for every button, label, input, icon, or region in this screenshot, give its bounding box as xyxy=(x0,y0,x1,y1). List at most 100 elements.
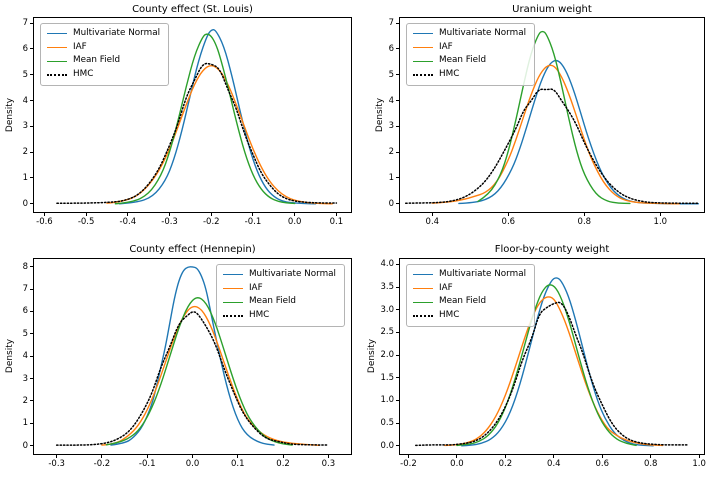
y-tick-label: 6 xyxy=(22,306,28,317)
y-tick-label: 5 xyxy=(388,69,394,80)
y-tick-label: 8 xyxy=(22,261,28,272)
y-tick-mark xyxy=(30,177,33,179)
y-tick-mark xyxy=(30,151,33,153)
y-tick-label: 6 xyxy=(388,43,394,54)
legend-entry: IAF xyxy=(222,282,336,296)
legend-entry: Multivariate Normal xyxy=(47,27,160,41)
y-tick-label: 3 xyxy=(388,121,394,132)
legend-line-sample xyxy=(413,73,433,76)
x-tick-mark xyxy=(659,213,661,216)
legend-label: IAF xyxy=(439,41,453,52)
y-tick-label: 1 xyxy=(22,172,28,183)
y-tick-label: 6 xyxy=(22,43,28,54)
y-tick-label: 1.5 xyxy=(380,372,394,383)
y-tick-label: 4.0 xyxy=(380,259,394,270)
x-tick-mark xyxy=(127,213,129,216)
legend-line-sample xyxy=(413,274,433,276)
y-tick-label: 2.0 xyxy=(380,350,394,361)
legend-line-sample xyxy=(222,314,243,317)
legend-label: HMC xyxy=(248,309,270,320)
subplot-title-county-effect-st-louis: County effect (St. Louis) xyxy=(132,4,253,15)
y-tick-mark xyxy=(396,151,399,153)
x-tick-mark xyxy=(335,213,337,216)
legend-label: HMC xyxy=(439,68,460,79)
y-tick-label: 3 xyxy=(22,373,28,384)
x-tick-label: -0.1 xyxy=(138,459,156,469)
legend-label: Mean Field xyxy=(248,296,297,307)
legend-label: Mean Field xyxy=(439,55,487,66)
legend: Multivariate Normal IAF Mean Field HMC xyxy=(406,264,536,327)
y-tick-label: 0 xyxy=(22,198,28,209)
legend-entry: Multivariate Normal xyxy=(222,268,336,282)
y-tick-mark xyxy=(30,445,33,446)
x-tick-label: 1.0 xyxy=(692,459,706,469)
x-tick-label: 0.2 xyxy=(276,459,290,469)
y-tick-mark xyxy=(396,263,399,265)
x-tick-label: -0.1 xyxy=(244,217,262,227)
x-tick-mark xyxy=(43,213,45,216)
x-tick-mark xyxy=(192,455,193,458)
y-tick-label: 3.5 xyxy=(380,282,394,293)
x-tick-mark xyxy=(210,213,212,216)
legend-entry: Mean Field xyxy=(413,54,526,68)
y-axis-label: Density xyxy=(5,338,15,374)
legend-entry: IAF xyxy=(47,41,160,55)
legend-label: IAF xyxy=(73,41,87,52)
legend-line-sample xyxy=(47,73,67,76)
legend: Multivariate Normal IAF Mean Field HMC xyxy=(40,23,170,86)
y-tick-label: 2 xyxy=(388,147,394,158)
y-tick-mark xyxy=(396,203,399,205)
legend-entry: Mean Field xyxy=(222,295,336,309)
y-tick-label: 0.5 xyxy=(380,418,394,429)
legend-line-sample xyxy=(413,33,433,35)
x-tick-mark xyxy=(146,455,148,458)
legend-label: Multivariate Normal xyxy=(439,28,527,38)
plot-area-county-effect-st-louis: Multivariate Normal IAF Mean Field HMC xyxy=(33,17,352,213)
x-tick-label: 0.4 xyxy=(425,217,440,227)
y-tick-mark xyxy=(396,286,399,288)
y-axis-label: Density xyxy=(375,97,385,133)
y-tick-mark xyxy=(30,74,33,76)
y-tick-mark xyxy=(30,400,33,402)
x-tick-label: 0.6 xyxy=(501,217,516,227)
y-tick-mark xyxy=(396,331,399,333)
x-tick-mark xyxy=(698,455,700,458)
x-tick-mark xyxy=(327,455,329,458)
subplot-title-county-effect-hennepin: County effect (Hennepin) xyxy=(129,244,256,255)
y-tick-mark xyxy=(396,125,399,127)
legend-label: IAF xyxy=(439,282,453,293)
x-tick-label: 0.6 xyxy=(595,459,610,469)
x-tick-label: -0.6 xyxy=(36,217,53,227)
y-tick-label: 4 xyxy=(22,351,28,362)
y-tick-label: 7 xyxy=(22,18,28,29)
x-tick-label: 0.8 xyxy=(643,459,658,469)
x-tick-label: -0.2 xyxy=(93,459,111,469)
legend-label: IAF xyxy=(248,282,263,293)
y-tick-label: 1 xyxy=(22,418,28,429)
legend-label: Multivariate Normal xyxy=(73,28,161,38)
legend-entry: Mean Field xyxy=(413,295,526,309)
legend-entry: Mean Field xyxy=(47,54,160,68)
x-tick-label: 0.4 xyxy=(547,459,561,469)
y-tick-mark xyxy=(30,378,33,379)
x-tick-mark xyxy=(456,455,458,458)
y-tick-label: 2 xyxy=(22,147,28,158)
y-tick-mark xyxy=(30,48,33,50)
x-tick-mark xyxy=(101,455,103,458)
y-tick-mark xyxy=(30,266,33,268)
x-tick-mark xyxy=(237,455,239,458)
x-tick-label: -0.3 xyxy=(161,217,178,227)
legend-line-sample xyxy=(222,274,243,276)
y-tick-mark xyxy=(396,309,399,311)
legend-entry: Multivariate Normal xyxy=(413,27,526,41)
legend-line-sample xyxy=(47,46,67,48)
y-tick-mark xyxy=(396,422,399,424)
legend-line-sample xyxy=(413,60,433,62)
x-tick-mark xyxy=(504,455,506,458)
x-tick-mark xyxy=(553,455,555,458)
legend-label: Mean Field xyxy=(439,296,487,307)
x-tick-label: -0.2 xyxy=(202,217,220,227)
subplot-title-uranium-weight: Uranium weight xyxy=(512,4,592,15)
y-tick-label: 5 xyxy=(22,328,28,339)
